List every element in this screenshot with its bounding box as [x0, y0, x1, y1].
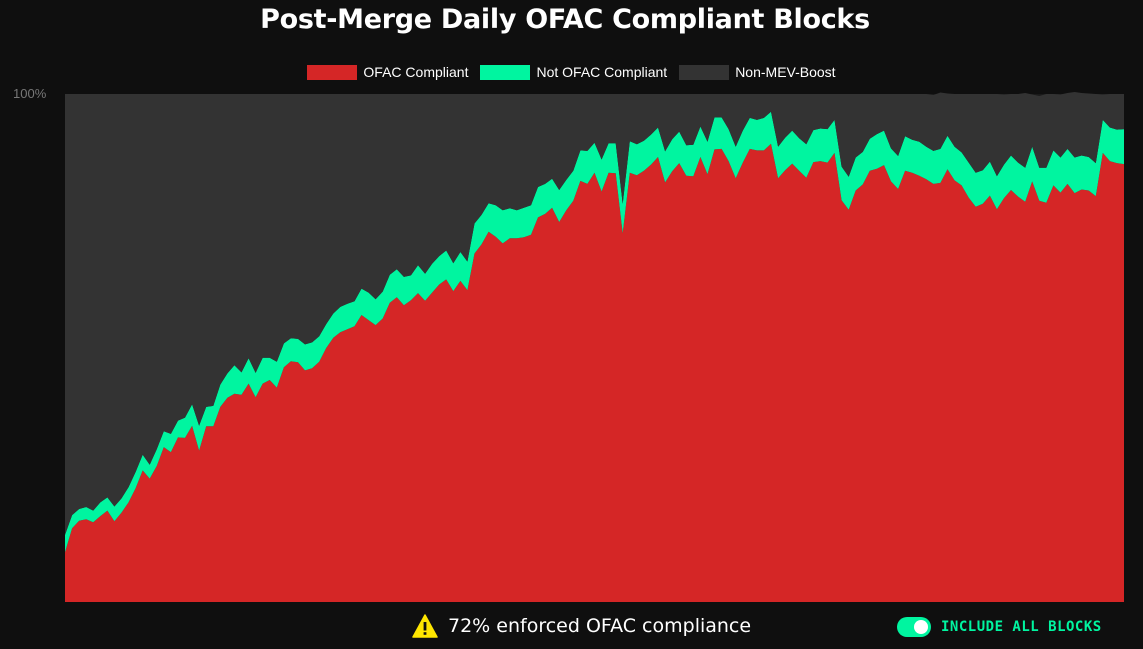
legend-item-not-ofac-compliant[interactable]: Not OFAC Compliant — [480, 64, 667, 80]
toggle-switch[interactable] — [897, 617, 931, 637]
chart-title: Post-Merge Daily OFAC Compliant Blocks — [260, 4, 870, 35]
chart-legend: OFAC Compliant Not OFAC Compliant Non-ME… — [0, 64, 1143, 80]
include-all-blocks-toggle[interactable]: INCLUDE ALL BLOCKS — [897, 617, 1102, 637]
y-tick-label-100: 100% — [13, 86, 47, 101]
legend-label-not-ofac-compliant: Not OFAC Compliant — [536, 64, 668, 80]
legend-label-ofac-compliant: OFAC Compliant — [363, 64, 469, 80]
compliance-summary: 72% enforced OFAC compliance — [412, 614, 751, 638]
warning-triangle-icon — [412, 614, 438, 638]
legend-item-ofac-compliant[interactable]: OFAC Compliant — [307, 64, 468, 80]
toggle-label: INCLUDE ALL BLOCKS — [941, 619, 1102, 635]
legend-item-non-mev-boost[interactable]: Non-MEV-Boost — [679, 64, 836, 80]
legend-label-non-mev-boost: Non-MEV-Boost — [735, 64, 836, 80]
area-series-non-mev-boost[interactable] — [65, 92, 1124, 535]
legend-swatch-non-mev-boost — [679, 64, 730, 80]
toggle-knob — [914, 620, 928, 634]
legend-swatch-not-ofac-compliant — [480, 64, 531, 80]
compliance-summary-text: 72% enforced OFAC compliance — [448, 615, 752, 637]
legend-swatch-ofac-compliant — [307, 64, 358, 80]
area-series-ofac-compliant[interactable] — [65, 143, 1124, 603]
